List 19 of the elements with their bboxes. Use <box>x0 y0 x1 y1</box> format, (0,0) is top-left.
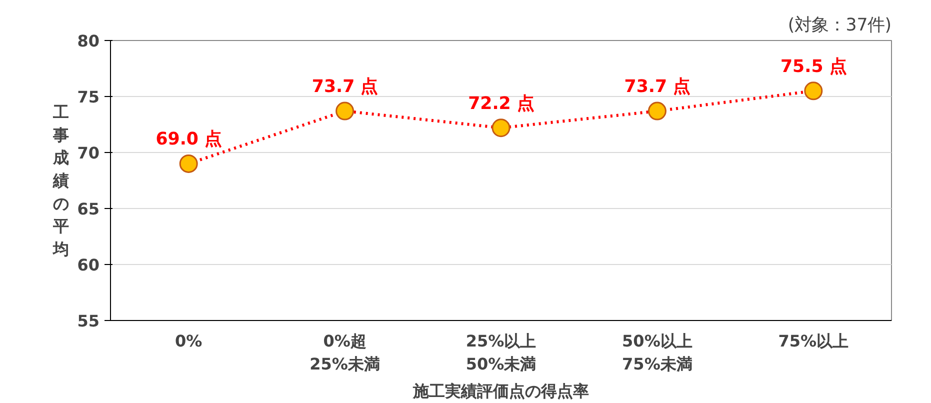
y-tick-label: 75 <box>77 88 100 106</box>
data-label: 75.5 点 <box>780 56 846 77</box>
data-label: 73.7 点 <box>312 77 378 98</box>
x-tick-label: 0% <box>175 332 202 350</box>
y-axis-title: 工事成績の平均 <box>52 102 70 258</box>
data-label: 69.0 点 <box>156 130 222 150</box>
x-tick-label: 75%以上 <box>778 332 849 350</box>
y-tick-label: 60 <box>77 256 100 274</box>
text: (対象：37件) <box>788 16 892 36</box>
x-tick-label: 0%超 25%未満 <box>310 332 380 374</box>
y-tick-label: 65 <box>77 200 100 218</box>
x-axis-title: 施工実績評価点の得点率 <box>412 381 589 400</box>
x-tick-label: 50%以上 75%未満 <box>622 332 692 374</box>
y-tick-label: 80 <box>77 32 100 50</box>
data-label: 72.2 点 <box>468 94 534 114</box>
x-tick-label: 25%以上 50%未満 <box>466 332 536 374</box>
y-tick-label: 55 <box>77 312 100 330</box>
y-tick-label: 70 <box>77 144 100 162</box>
data-label: 73.7 点 <box>624 77 690 98</box>
